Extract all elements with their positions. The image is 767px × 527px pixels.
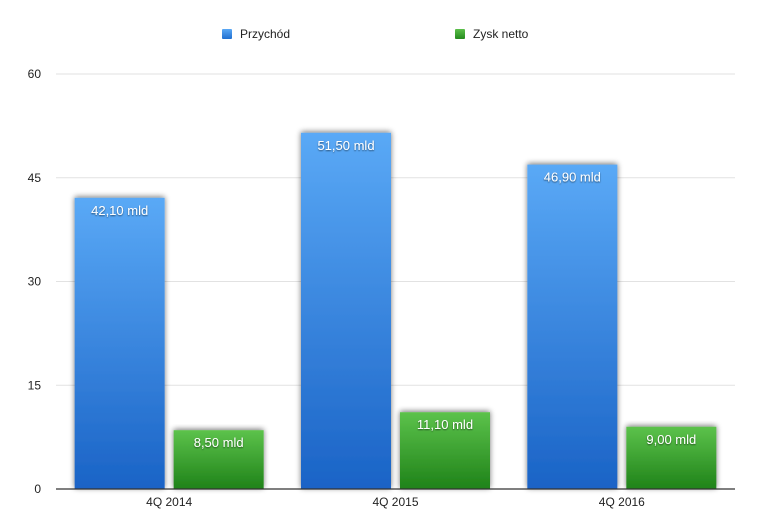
y-tick-label: 15 — [28, 378, 42, 392]
bar-zysk-netto-3 — [626, 426, 717, 489]
data-label: 42,10 mld — [91, 203, 148, 218]
y-axis: 0 15 30 45 60 — [28, 67, 42, 496]
x-tick-label: 4Q 2014 — [146, 495, 192, 509]
gridlines — [56, 73, 735, 386]
bar-przychod-2 — [301, 132, 391, 489]
legend-label-zysk-netto: Zysk netto — [473, 27, 529, 41]
bars: 42,10 mld 8,50 mld 51,50 mld 11,10 mld 46,90… — [74, 132, 717, 489]
y-tick-label: 30 — [28, 275, 42, 289]
legend-swatch-przychod — [222, 29, 232, 39]
legend-item-zysk-netto: Zysk netto — [455, 27, 528, 41]
y-tick-label: 45 — [28, 171, 42, 185]
x-axis: 4Q 2014 4Q 2015 4Q 2016 — [56, 488, 735, 509]
x-tick-label: 4Q 2015 — [372, 495, 418, 509]
data-label: 51,50 mld — [317, 138, 374, 153]
legend-item-przychod: Przychód — [222, 27, 290, 41]
y-tick-label: 60 — [28, 67, 42, 81]
legend-swatch-zysk-netto — [455, 29, 465, 39]
bar-zysk-netto-1 — [173, 430, 264, 489]
x-tick-label: 4Q 2016 — [599, 495, 645, 509]
bar-zysk-netto-2 — [400, 412, 490, 489]
bar-przychod-3 — [527, 164, 618, 489]
data-label: 46,90 mld — [544, 170, 601, 185]
legend: Przychód Zysk netto — [0, 27, 767, 43]
data-label: 9,00 mld — [646, 432, 696, 447]
data-label: 11,10 mld — [417, 417, 473, 432]
y-tick-label: 0 — [34, 482, 41, 496]
bar-przychod-1 — [74, 197, 165, 489]
legend-label-przychod: Przychód — [240, 27, 291, 41]
data-label: 8,50 mld — [194, 435, 244, 450]
